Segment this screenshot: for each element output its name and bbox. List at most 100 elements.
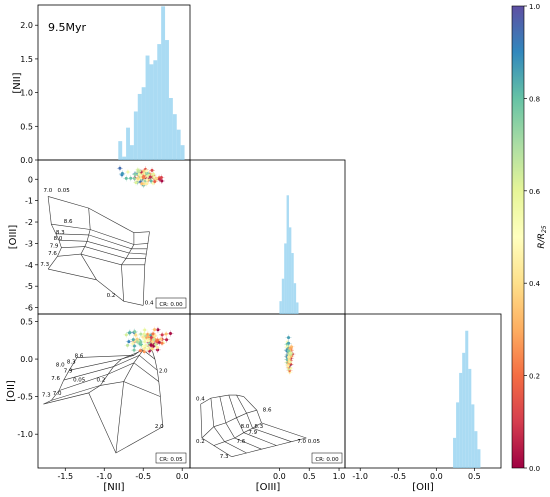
oiii-hist-bar-1	[281, 278, 285, 314]
oiii-vs-nii-grid-label-2: 8.6	[64, 219, 73, 225]
oii-vs-nii-ytick-label-2: 0.0	[20, 355, 33, 364]
oii-vs-nii-grid-col-1	[69, 349, 156, 371]
oii-vs-nii-xtick-label-3: 0.0	[176, 472, 189, 481]
oiii-vs-nii-point-88	[136, 176, 140, 180]
nii-hist-bar-7	[145, 55, 150, 160]
oiii-vs-nii-point-47	[160, 179, 164, 183]
cr-label-oiii-vs-nii: CR: 0.00	[159, 302, 183, 308]
cr-box-oiii-vs-nii	[155, 297, 187, 309]
xlabel-oiii: [OIII]	[256, 482, 281, 493]
oii-vs-oiii-point-56	[287, 341, 291, 345]
nii-hist-bar-1	[122, 156, 127, 160]
oii-hist-bar-4	[465, 330, 469, 468]
oii-vs-oiii-grid-label-7: 8.6	[263, 408, 272, 414]
oii-vs-nii-point-79	[131, 338, 135, 342]
oii-vs-nii-grid-label-1: 8.3	[67, 360, 76, 366]
oii-vs-nii-point-0	[143, 328, 147, 332]
oiii-hist-bar-3	[286, 195, 289, 314]
cr-box-oii-vs-nii	[155, 452, 187, 464]
oii-vs-nii-grid-label-3: 7.9	[64, 369, 73, 375]
nii-hist-bar-5	[137, 93, 142, 160]
oii-vs-nii-point-86	[146, 335, 150, 339]
oiii-vs-nii-grid-label-9: 0.4	[145, 300, 154, 306]
oii-hist-xtick-label-1: -0.5	[390, 472, 406, 481]
oii-vs-oiii-xtick-label-1: 0.5	[303, 472, 316, 481]
oii-vs-oiii-xtick-label-0: 0.0	[273, 472, 286, 481]
oiii-vs-nii-grid-label-8: 0.2	[107, 293, 116, 299]
oii-vs-nii-point-47	[165, 338, 169, 342]
model-grids: 7.0 0.058.68.38.07.97.67.30.20.48.68.38.0…	[40, 188, 320, 460]
nii-hist-bar-14	[172, 114, 177, 160]
oii-vs-nii-point-81	[142, 332, 146, 336]
oiii-vs-nii-point-70	[145, 178, 149, 182]
histogram-bars	[118, 6, 481, 468]
oii-vs-nii-xtick-label-0: -1.5	[57, 472, 73, 481]
oiii-vs-nii-point-80	[137, 172, 141, 176]
oiii-vs-nii-point-77	[159, 175, 163, 179]
oiii-vs-nii-ytick-label-2: -4	[25, 261, 33, 270]
oiii-vs-nii-point-62	[132, 176, 136, 180]
colorbar-tick-label-0: 0.0	[529, 465, 540, 473]
oiii-hist-bar-2	[284, 243, 287, 314]
oii-vs-nii-grid-row-3	[152, 351, 163, 427]
colorbar-tick-label-5: 1.0	[529, 3, 540, 11]
oiii-vs-nii-point-20	[150, 168, 154, 172]
oii-vs-oiii-grid-label-4: 7.9	[248, 430, 257, 436]
nii-hist-bar-10	[157, 44, 162, 160]
oii-vs-nii-point-9	[168, 331, 172, 335]
oii-vs-nii-grid-label-4: 7.6	[51, 376, 60, 382]
oii-vs-nii-grid-col-5	[43, 392, 163, 454]
oii-hist-bar-8	[477, 449, 481, 468]
oii-vs-nii-ytick-label-3: 0.5	[20, 318, 33, 327]
oii-vs-nii-point-57	[127, 340, 131, 344]
oiii-vs-nii-grid-row-2	[121, 232, 135, 302]
oiii-vs-nii-grid-col-2	[55, 233, 148, 250]
oii-vs-nii-point-19	[126, 343, 130, 347]
oii-vs-nii-point-60	[132, 344, 136, 348]
oiii-vs-nii-point-72	[126, 170, 130, 174]
oiii-vs-nii-point-57	[145, 169, 149, 173]
oii-vs-nii-point-55	[132, 348, 136, 352]
oii-vs-nii-point-82	[133, 330, 137, 334]
oii-vs-oiii-grid-col-1	[210, 398, 247, 454]
xlabel-oii: [OII]	[412, 482, 434, 493]
oii-vs-nii-point-69	[134, 333, 138, 337]
oii-hist-xtick-label-0: -1.0	[352, 472, 368, 481]
oii-vs-nii-point-88	[149, 336, 153, 340]
nii-hist-bar-0	[118, 141, 123, 160]
oiii-vs-nii-point-46	[153, 180, 157, 184]
oii-vs-nii-point-75	[143, 340, 147, 344]
oii-vs-oiii-grid-row-0	[200, 394, 244, 405]
oii-vs-nii-point-85	[141, 344, 145, 348]
nii-hist-ytick-label-1: 0.5	[20, 122, 33, 131]
nii-hist-bar-8	[149, 64, 154, 160]
oiii-vs-nii-point-45	[120, 171, 124, 175]
oiii-vs-nii-point-78	[118, 166, 122, 170]
oii-hist-xtick-label-2: 0.0	[430, 472, 443, 481]
oii-vs-nii-point-64	[151, 340, 155, 344]
oiii-hist-bar-6	[293, 283, 297, 314]
oiii-vs-nii-ytick-label-0: -6	[25, 304, 33, 313]
colorbar-tick-label-2: 0.4	[529, 280, 541, 288]
oii-hist-bar-6	[471, 404, 475, 468]
oii-vs-nii-grid-label-2: 8.0	[56, 363, 65, 369]
oii-vs-oiii-grid-label-2: 7.3	[220, 454, 229, 460]
nii-hist-bar-16	[180, 145, 185, 160]
oii-vs-nii-point-36	[156, 328, 160, 332]
nii-hist-ytick-label-2: 1.0	[20, 89, 33, 98]
oii-vs-nii-grid-row-0	[43, 357, 78, 405]
oiii-vs-nii-grid-label-3: 8.3	[56, 230, 65, 236]
oii-vs-nii-point-80	[159, 337, 163, 341]
cr-label-oii-vs-oiii: CR: 0.00	[315, 457, 339, 463]
nii-hist-bar-12	[165, 40, 169, 160]
axis-ticks: 0.0 0.5 1.0 1.5 2.0 -6 -5 -4 -3 -2 -1 0 -1.0 -0.5 0.0 0…	[17, 21, 480, 481]
oii-vs-nii-grid-col-2	[63, 354, 158, 381]
oiii-vs-nii-point-81	[138, 169, 142, 173]
oii-vs-nii-grid-label-9: 2.0	[159, 369, 168, 375]
oiii-vs-nii-grid-col-5	[57, 253, 145, 266]
nii-hist-bar-3	[129, 145, 134, 160]
oiii-vs-nii-point-60	[140, 182, 144, 186]
oiii-hist-bar-0	[279, 301, 282, 314]
oii-vs-nii-point-6	[124, 333, 128, 337]
